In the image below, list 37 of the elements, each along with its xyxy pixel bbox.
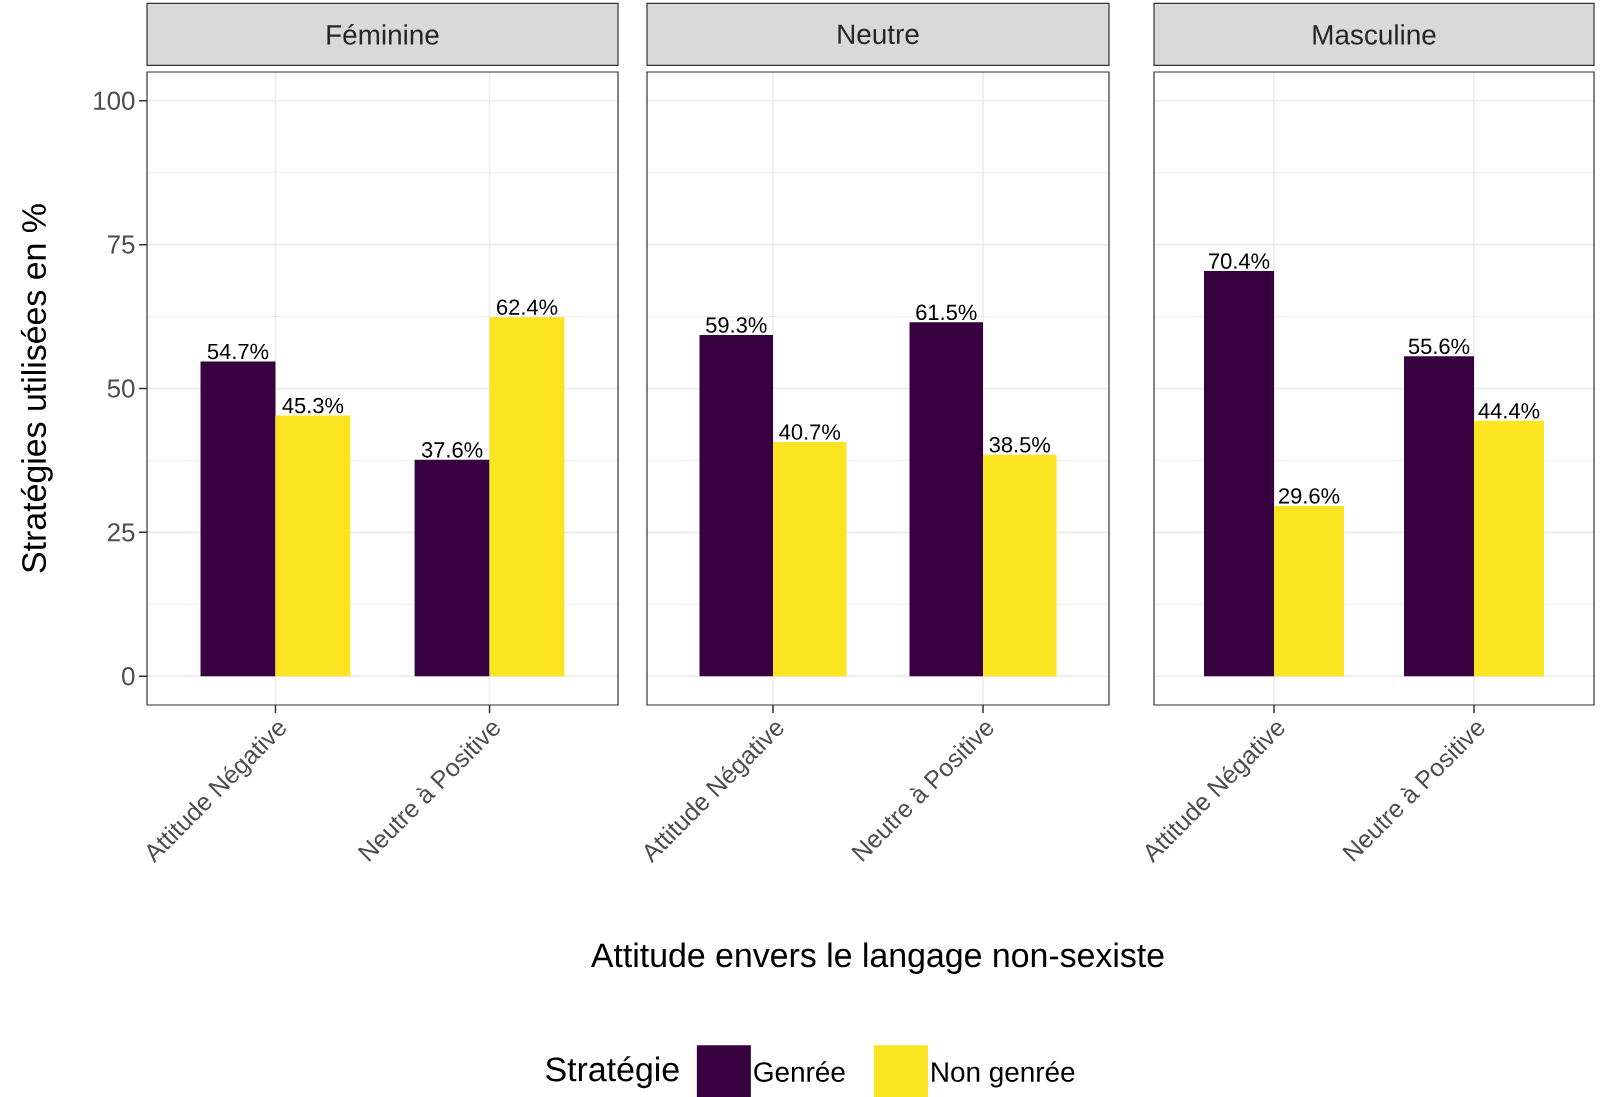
data-label: 45.3% <box>282 397 344 414</box>
y-tick-label: 100 <box>94 91 135 110</box>
data-label: 38.5% <box>989 436 1051 453</box>
bar <box>983 454 1057 677</box>
data-label: 44.4% <box>1478 403 1540 419</box>
bar <box>489 317 565 677</box>
legend-label: Non genrée <box>932 1061 1075 1088</box>
chart-title: Masculine <box>1313 24 1436 45</box>
y-tick-label: 75 <box>108 235 135 254</box>
y-tick-label: 25 <box>107 523 135 542</box>
bar <box>1204 271 1275 677</box>
legend-label: Genrée <box>754 1061 845 1082</box>
bar <box>1474 420 1545 677</box>
data-label: 37.6% <box>421 442 483 458</box>
bar <box>909 322 984 677</box>
chart-title: Neutre <box>838 24 919 45</box>
bar <box>200 361 276 677</box>
data-label: 40.7% <box>779 424 841 440</box>
chart-title: Féminine <box>327 24 439 45</box>
data-label: 70.4% <box>1209 253 1270 269</box>
bar <box>699 334 774 677</box>
bar <box>275 415 351 677</box>
bar <box>414 459 490 677</box>
data-label: 55.6% <box>1408 338 1470 355</box>
data-label: 54.7% <box>207 343 269 360</box>
bar <box>1404 356 1475 677</box>
bar <box>773 442 847 677</box>
data-label: 61.5% <box>916 304 977 321</box>
y-axis-title: Stratégies utilisées en % <box>20 204 53 573</box>
legend-title: Stratégie <box>546 1056 679 1089</box>
x-axis-title: Attitude envers le langage non-sexiste <box>590 942 1164 974</box>
data-label: 29.6% <box>1279 488 1340 504</box>
data-label: 59.3% <box>706 317 767 333</box>
y-tick-label: 50 <box>107 379 135 398</box>
bar <box>1274 505 1345 677</box>
y-tick-label: 0 <box>122 667 135 686</box>
data-label: 62.4% <box>497 299 558 315</box>
